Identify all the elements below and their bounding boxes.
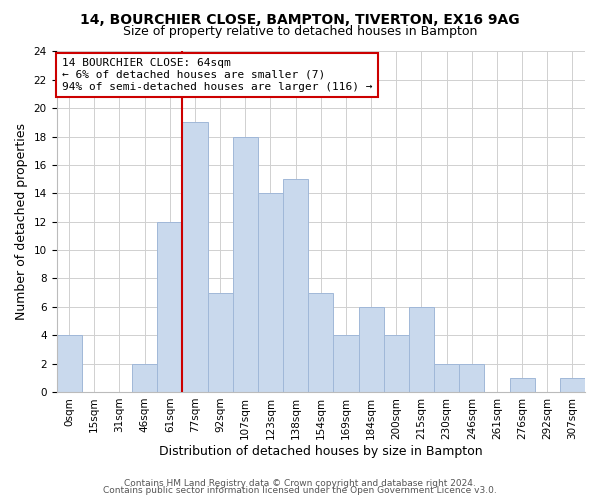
Text: Contains public sector information licensed under the Open Government Licence v3: Contains public sector information licen…: [103, 486, 497, 495]
Bar: [182, 122, 208, 392]
Bar: [157, 222, 182, 392]
Bar: [434, 364, 459, 392]
Bar: [132, 364, 157, 392]
Text: 14 BOURCHIER CLOSE: 64sqm
← 6% of detached houses are smaller (7)
94% of semi-de: 14 BOURCHIER CLOSE: 64sqm ← 6% of detach…: [62, 58, 373, 92]
Text: Contains HM Land Registry data © Crown copyright and database right 2024.: Contains HM Land Registry data © Crown c…: [124, 478, 476, 488]
Bar: [258, 194, 283, 392]
Text: 14, BOURCHIER CLOSE, BAMPTON, TIVERTON, EX16 9AG: 14, BOURCHIER CLOSE, BAMPTON, TIVERTON, …: [80, 12, 520, 26]
Bar: [56, 335, 82, 392]
Bar: [233, 136, 258, 392]
Bar: [383, 335, 409, 392]
Bar: [334, 335, 359, 392]
Bar: [359, 307, 383, 392]
Bar: [308, 292, 334, 392]
Bar: [208, 292, 233, 392]
X-axis label: Distribution of detached houses by size in Bampton: Distribution of detached houses by size …: [159, 444, 482, 458]
Y-axis label: Number of detached properties: Number of detached properties: [15, 123, 28, 320]
Bar: [409, 307, 434, 392]
Bar: [509, 378, 535, 392]
Bar: [560, 378, 585, 392]
Text: Size of property relative to detached houses in Bampton: Size of property relative to detached ho…: [123, 25, 477, 38]
Bar: [459, 364, 484, 392]
Bar: [283, 179, 308, 392]
